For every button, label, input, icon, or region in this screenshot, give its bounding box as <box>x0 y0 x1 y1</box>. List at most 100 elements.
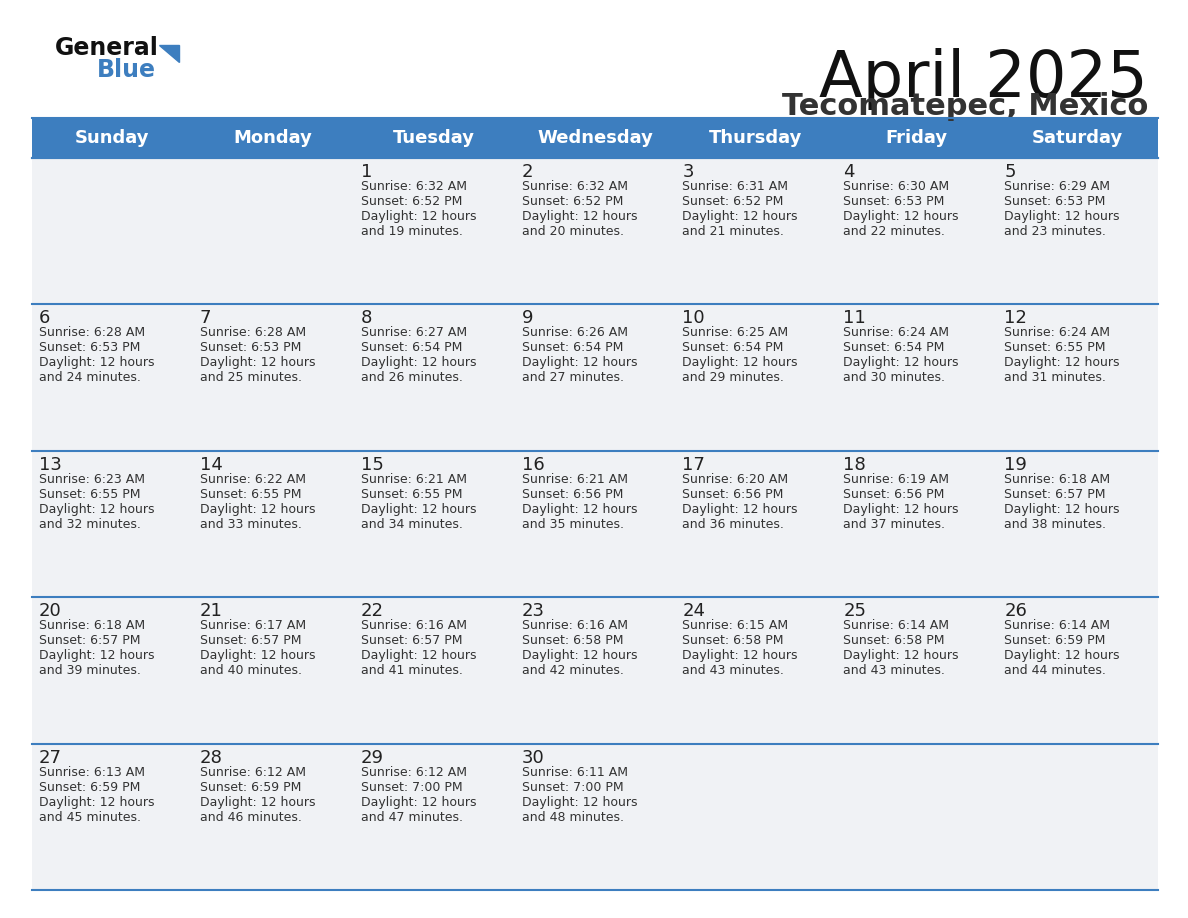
Text: Sunrise: 6:32 AM: Sunrise: 6:32 AM <box>522 180 627 193</box>
Text: Sunrise: 6:18 AM: Sunrise: 6:18 AM <box>1004 473 1111 486</box>
Text: Sunrise: 6:21 AM: Sunrise: 6:21 AM <box>522 473 627 486</box>
Text: Sunset: 6:59 PM: Sunset: 6:59 PM <box>200 780 302 793</box>
Text: Sunset: 6:55 PM: Sunset: 6:55 PM <box>200 487 302 501</box>
Bar <box>32 744 1158 890</box>
Text: 30: 30 <box>522 748 544 767</box>
Text: Sunrise: 6:15 AM: Sunrise: 6:15 AM <box>682 620 789 633</box>
Text: 12: 12 <box>1004 309 1026 328</box>
Text: 26: 26 <box>1004 602 1026 621</box>
Text: and 26 minutes.: and 26 minutes. <box>361 372 462 385</box>
Text: Sunset: 6:59 PM: Sunset: 6:59 PM <box>1004 634 1106 647</box>
Text: Sunrise: 6:14 AM: Sunrise: 6:14 AM <box>1004 620 1110 633</box>
Text: Sunrise: 6:18 AM: Sunrise: 6:18 AM <box>39 620 145 633</box>
Text: Sunrise: 6:24 AM: Sunrise: 6:24 AM <box>1004 327 1110 340</box>
Text: April 2025: April 2025 <box>820 48 1148 110</box>
Text: Daylight: 12 hours: Daylight: 12 hours <box>522 356 637 369</box>
Text: Daylight: 12 hours: Daylight: 12 hours <box>522 503 637 516</box>
Text: and 25 minutes.: and 25 minutes. <box>200 372 302 385</box>
Text: Sunrise: 6:16 AM: Sunrise: 6:16 AM <box>522 620 627 633</box>
Bar <box>32 598 1158 744</box>
Text: Sunrise: 6:19 AM: Sunrise: 6:19 AM <box>843 473 949 486</box>
Text: Sunrise: 6:13 AM: Sunrise: 6:13 AM <box>39 766 145 778</box>
Text: Sunset: 6:56 PM: Sunset: 6:56 PM <box>843 487 944 501</box>
Text: Sunset: 6:59 PM: Sunset: 6:59 PM <box>39 780 140 793</box>
Text: Daylight: 12 hours: Daylight: 12 hours <box>682 210 798 223</box>
Text: Thursday: Thursday <box>709 129 803 147</box>
Text: Sunset: 7:00 PM: Sunset: 7:00 PM <box>522 780 624 793</box>
Text: Sunset: 6:57 PM: Sunset: 6:57 PM <box>200 634 302 647</box>
Text: and 27 minutes.: and 27 minutes. <box>522 372 624 385</box>
Text: 22: 22 <box>361 602 384 621</box>
Text: Daylight: 12 hours: Daylight: 12 hours <box>39 356 154 369</box>
Text: Sunset: 6:57 PM: Sunset: 6:57 PM <box>39 634 140 647</box>
Text: 27: 27 <box>39 748 62 767</box>
Text: Daylight: 12 hours: Daylight: 12 hours <box>200 356 315 369</box>
Text: Sunrise: 6:24 AM: Sunrise: 6:24 AM <box>843 327 949 340</box>
Text: 11: 11 <box>843 309 866 328</box>
Text: 29: 29 <box>361 748 384 767</box>
Text: 4: 4 <box>843 163 855 181</box>
Text: Wednesday: Wednesday <box>537 129 653 147</box>
Text: Sunset: 6:52 PM: Sunset: 6:52 PM <box>682 195 784 208</box>
Text: and 23 minutes.: and 23 minutes. <box>1004 225 1106 238</box>
Text: Sunrise: 6:22 AM: Sunrise: 6:22 AM <box>200 473 305 486</box>
Text: 24: 24 <box>682 602 706 621</box>
Text: 15: 15 <box>361 456 384 474</box>
Text: Sunset: 6:53 PM: Sunset: 6:53 PM <box>200 341 302 354</box>
Text: and 24 minutes.: and 24 minutes. <box>39 372 141 385</box>
Text: Sunset: 6:54 PM: Sunset: 6:54 PM <box>522 341 623 354</box>
Text: and 44 minutes.: and 44 minutes. <box>1004 665 1106 677</box>
Text: 13: 13 <box>39 456 62 474</box>
Text: Daylight: 12 hours: Daylight: 12 hours <box>361 356 476 369</box>
Text: Sunrise: 6:12 AM: Sunrise: 6:12 AM <box>200 766 305 778</box>
Text: 7: 7 <box>200 309 211 328</box>
Text: and 41 minutes.: and 41 minutes. <box>361 665 462 677</box>
Text: Sunset: 6:53 PM: Sunset: 6:53 PM <box>39 341 140 354</box>
Text: Daylight: 12 hours: Daylight: 12 hours <box>522 796 637 809</box>
Text: Monday: Monday <box>234 129 312 147</box>
Text: Sunrise: 6:14 AM: Sunrise: 6:14 AM <box>843 620 949 633</box>
Text: and 19 minutes.: and 19 minutes. <box>361 225 462 238</box>
Text: 5: 5 <box>1004 163 1016 181</box>
Text: and 45 minutes.: and 45 minutes. <box>39 811 141 823</box>
Text: and 38 minutes.: and 38 minutes. <box>1004 518 1106 531</box>
Text: 17: 17 <box>682 456 706 474</box>
Text: Sunrise: 6:20 AM: Sunrise: 6:20 AM <box>682 473 789 486</box>
Text: 20: 20 <box>39 602 62 621</box>
Text: 23: 23 <box>522 602 544 621</box>
Text: Daylight: 12 hours: Daylight: 12 hours <box>843 503 959 516</box>
Bar <box>32 158 1158 305</box>
Text: Friday: Friday <box>885 129 948 147</box>
Text: Daylight: 12 hours: Daylight: 12 hours <box>200 649 315 662</box>
Text: and 40 minutes.: and 40 minutes. <box>200 665 302 677</box>
Text: Tuesday: Tuesday <box>393 129 475 147</box>
Text: and 31 minutes.: and 31 minutes. <box>1004 372 1106 385</box>
Text: Sunrise: 6:31 AM: Sunrise: 6:31 AM <box>682 180 789 193</box>
Bar <box>32 305 1158 451</box>
Text: Sunrise: 6:11 AM: Sunrise: 6:11 AM <box>522 766 627 778</box>
Text: Sunset: 6:52 PM: Sunset: 6:52 PM <box>522 195 623 208</box>
Text: and 47 minutes.: and 47 minutes. <box>361 811 462 823</box>
Text: and 29 minutes.: and 29 minutes. <box>682 372 784 385</box>
Polygon shape <box>159 45 179 62</box>
Text: Daylight: 12 hours: Daylight: 12 hours <box>39 503 154 516</box>
Text: General: General <box>55 36 159 60</box>
Text: Sunrise: 6:12 AM: Sunrise: 6:12 AM <box>361 766 467 778</box>
Text: 1: 1 <box>361 163 372 181</box>
Text: Sunset: 6:58 PM: Sunset: 6:58 PM <box>843 634 944 647</box>
Text: Daylight: 12 hours: Daylight: 12 hours <box>843 649 959 662</box>
Text: 3: 3 <box>682 163 694 181</box>
Text: Sunrise: 6:25 AM: Sunrise: 6:25 AM <box>682 327 789 340</box>
Text: Sunrise: 6:30 AM: Sunrise: 6:30 AM <box>843 180 949 193</box>
Bar <box>32 451 1158 598</box>
Text: Sunset: 6:55 PM: Sunset: 6:55 PM <box>39 487 140 501</box>
Text: Sunset: 6:55 PM: Sunset: 6:55 PM <box>361 487 462 501</box>
Text: Sunset: 7:00 PM: Sunset: 7:00 PM <box>361 780 462 793</box>
Text: 14: 14 <box>200 456 222 474</box>
Text: Daylight: 12 hours: Daylight: 12 hours <box>361 503 476 516</box>
Text: Sunset: 6:52 PM: Sunset: 6:52 PM <box>361 195 462 208</box>
Text: Daylight: 12 hours: Daylight: 12 hours <box>200 503 315 516</box>
Text: Sunrise: 6:27 AM: Sunrise: 6:27 AM <box>361 327 467 340</box>
Text: Sunset: 6:57 PM: Sunset: 6:57 PM <box>1004 487 1106 501</box>
Text: Daylight: 12 hours: Daylight: 12 hours <box>682 503 798 516</box>
